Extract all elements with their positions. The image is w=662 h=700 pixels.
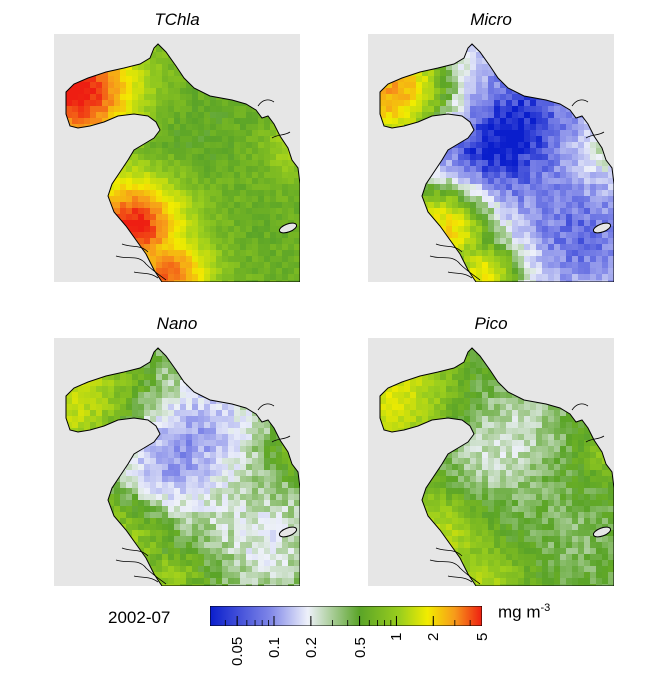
river-line [585,435,605,443]
river-line [447,271,473,279]
colorbar-tick-marks [210,616,482,626]
colorbar-tick-label: 1 [388,632,406,641]
island [278,222,298,234]
panel-title: TChla [154,10,200,29]
coastline [379,43,614,282]
concentration-field [380,44,614,282]
river-line [435,547,463,557]
concentration-field [66,44,300,282]
map-pico [368,338,614,586]
coastline [65,347,300,586]
colorbar-tick-label: 0.2 [302,636,320,658]
river-line [257,403,275,411]
river-line [435,243,463,253]
map-svg [379,347,614,586]
panel-title: Nano [156,314,198,333]
colorbar-tick-label: 0.05 [229,636,247,666]
river-line [585,131,605,139]
colorbar-tick-label: 0.5 [351,636,369,658]
map-svg [65,347,300,586]
river-line [133,271,159,279]
river-line [271,131,291,139]
concentration-field [66,348,300,586]
date-label: 2002-07 [108,608,171,627]
colorbar-tick-label: 2 [425,632,443,641]
river-line [115,559,167,585]
river-line [571,403,589,411]
river-line [121,243,149,253]
river-line [257,99,275,107]
river-line [447,575,473,583]
island [592,222,612,234]
colorbar-tick-label: 0.1 [266,636,283,658]
river-line [429,255,481,281]
colorbar-unit: mg m-3 [498,602,550,623]
colorbar-gradient [210,606,482,626]
map-nano [54,338,300,586]
map-svg [65,43,300,282]
map-micro [368,34,614,282]
river-line [133,575,159,583]
island [592,526,612,538]
river-line [571,99,589,107]
map-tchla [54,34,300,282]
coastline [379,347,614,586]
map-svg [379,43,614,282]
unit-base: mg m [498,602,541,622]
coastline [65,43,300,282]
concentration-field [380,348,614,586]
unit-exponent: -3 [540,602,551,614]
river-line [121,547,149,557]
island [278,526,298,538]
river-line [115,255,167,281]
panel-title: Pico [474,314,508,333]
colorbar [210,606,482,626]
river-line [429,559,481,585]
river-line [271,435,291,443]
colorbar-tick-label: 5 [474,632,491,641]
panel-title: Micro [470,10,512,29]
